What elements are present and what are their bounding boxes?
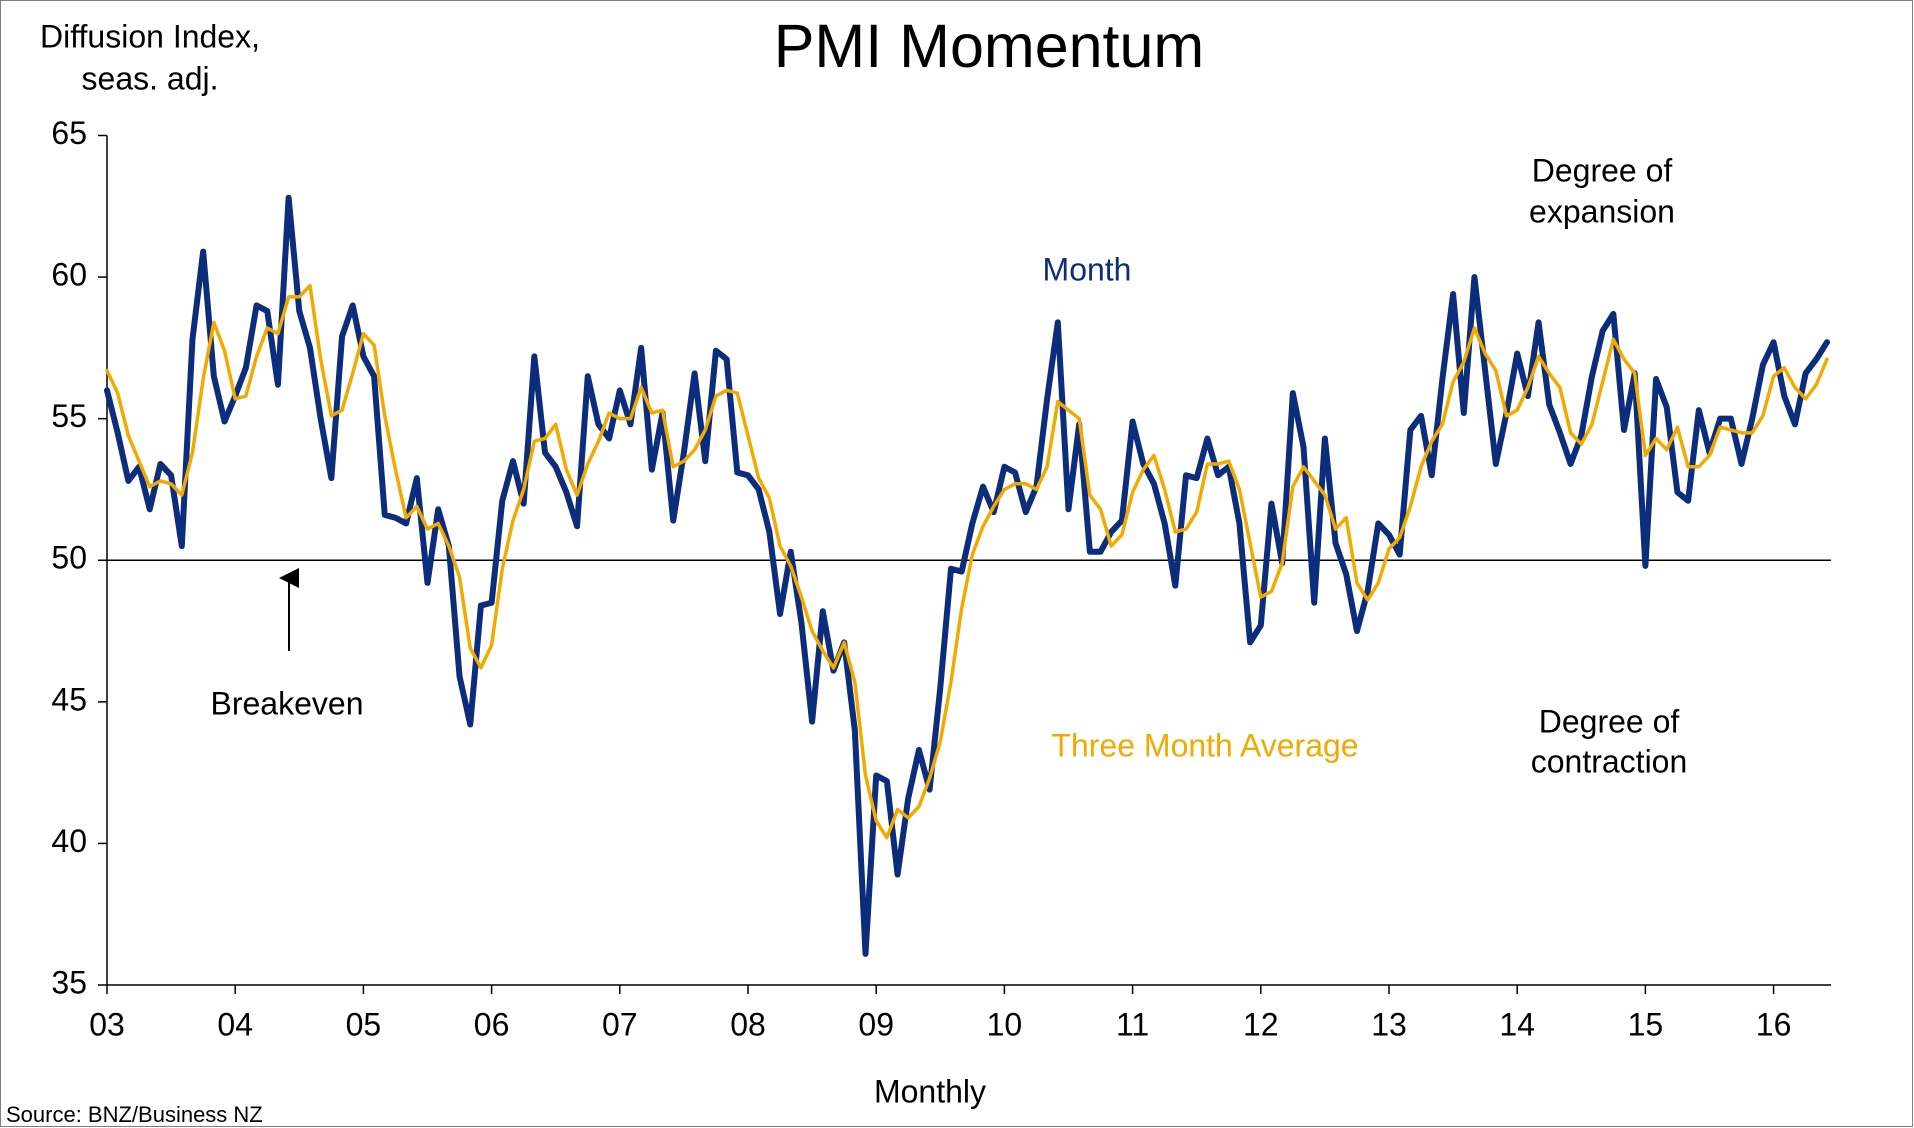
x-tick-label: 03 <box>89 1006 125 1042</box>
annotation: Degree of <box>1532 152 1673 188</box>
x-axis-label: Monthly <box>874 1073 986 1109</box>
series-line <box>105 283 1829 840</box>
x-tick-label: 04 <box>217 1006 253 1042</box>
chart-title: PMI Momentum <box>774 12 1205 80</box>
x-tick-label: 07 <box>602 1006 638 1042</box>
x-tick-label: 11 <box>1116 1006 1149 1042</box>
series-label: Month <box>1043 251 1132 287</box>
x-tick-label: 12 <box>1243 1006 1279 1042</box>
annotation: expansion <box>1529 193 1675 229</box>
x-tick-label: 09 <box>858 1006 894 1042</box>
y-tick-label: 55 <box>51 398 87 434</box>
x-tick-label: 05 <box>346 1006 382 1042</box>
y-tick-label: 35 <box>51 964 87 1000</box>
annotation: contraction <box>1531 743 1688 779</box>
y-tick-label: 50 <box>51 540 87 576</box>
x-tick-label: 14 <box>1499 1006 1535 1042</box>
y-tick-label: 45 <box>51 681 87 717</box>
series-label: Three Month Average <box>1051 727 1358 763</box>
y-tick-label: 60 <box>51 257 87 293</box>
x-tick-label: 10 <box>987 1006 1023 1042</box>
x-tick-label: 15 <box>1628 1006 1664 1042</box>
y-tick-label: 65 <box>51 115 87 151</box>
annotation: Breakeven <box>211 685 364 721</box>
source: Source: BNZ/Business NZ <box>6 1102 263 1127</box>
annotation: Degree of <box>1539 703 1680 739</box>
x-tick-label: 13 <box>1371 1006 1407 1042</box>
y-axis-label: Diffusion Index, <box>40 18 260 54</box>
y-tick-label: 40 <box>51 823 87 859</box>
y-axis-label: seas. adj. <box>82 60 219 96</box>
x-tick-label: 16 <box>1756 1006 1792 1042</box>
x-tick-label: 08 <box>730 1006 766 1042</box>
series-line <box>104 194 1830 957</box>
x-tick-label: 06 <box>474 1006 510 1042</box>
